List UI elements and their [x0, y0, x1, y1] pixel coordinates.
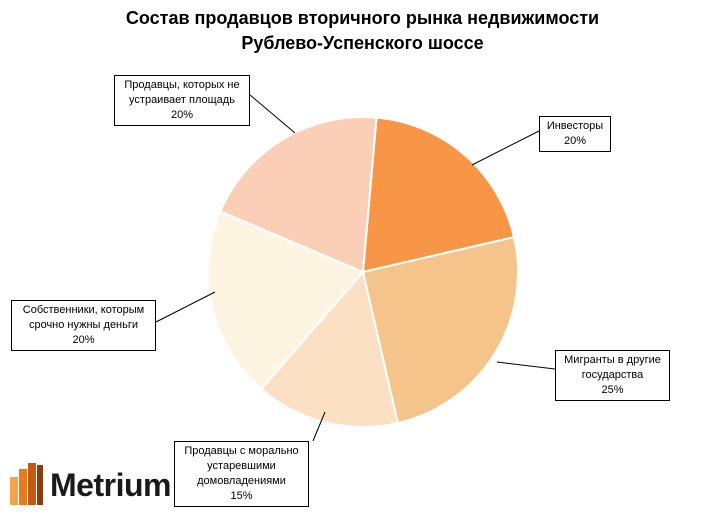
chart-title-line-2: Рублево-Успенского шоссе: [241, 33, 484, 53]
slice-label-text: Собственники, которым: [22, 304, 145, 316]
leader-line-4: [155, 291, 216, 323]
slice-label-text: государства: [581, 369, 644, 381]
slice-label-2: Мигранты в другие государства 25%: [555, 350, 670, 401]
metrium-logo: Metrium: [10, 463, 171, 507]
metrium-logo-text: Metrium: [50, 467, 171, 503]
chart-title-line-1: Состав продавцов вторичного рынка недвиж…: [125, 8, 600, 28]
slice-value-label: 15%: [230, 490, 253, 502]
leader-line-3: [312, 411, 326, 442]
slice-label-text: Продавцы, которых не: [124, 79, 240, 91]
slice-label-text: Инвесторы: [546, 120, 604, 132]
slice-label-3: Продавцы с морально устаревшими домовладен…: [174, 441, 309, 507]
slice-label-4: Собственники, которым срочно нужны деньги…: [11, 300, 156, 351]
pie-slice-3: [259, 269, 400, 428]
slice-label-1: Инвесторы 20%: [539, 116, 611, 152]
slice-label-text: устаревшими: [207, 460, 276, 472]
slice-label-text: Продавцы с морально: [184, 445, 299, 457]
slice-label-text: домовладениями: [197, 475, 286, 487]
slice-value-label: 20%: [72, 334, 95, 346]
chart-title: Состав продавцов вторичного рынка недвиж…: [0, 6, 725, 56]
slice-label-text: устраивает площадь: [129, 94, 235, 106]
metrium-logo-icon: [10, 463, 43, 505]
pie-slice-1: [361, 116, 516, 274]
slice-value-label: 20%: [563, 135, 587, 147]
slice-value-label: 25%: [601, 384, 624, 396]
pie-slice-2: [361, 235, 519, 425]
leader-line-1: [471, 130, 540, 166]
leader-line-5: [249, 94, 296, 134]
pie-slice-5: [219, 116, 378, 274]
slice-value-label: 20%: [170, 109, 194, 121]
leader-line-2: [496, 361, 556, 370]
slice-label-text: срочно нужны деньги: [28, 319, 139, 331]
slice-label-5: Продавцы, которых не устраивает площадь 20…: [114, 75, 250, 126]
slice-label-text: Мигранты в другие: [564, 354, 661, 366]
